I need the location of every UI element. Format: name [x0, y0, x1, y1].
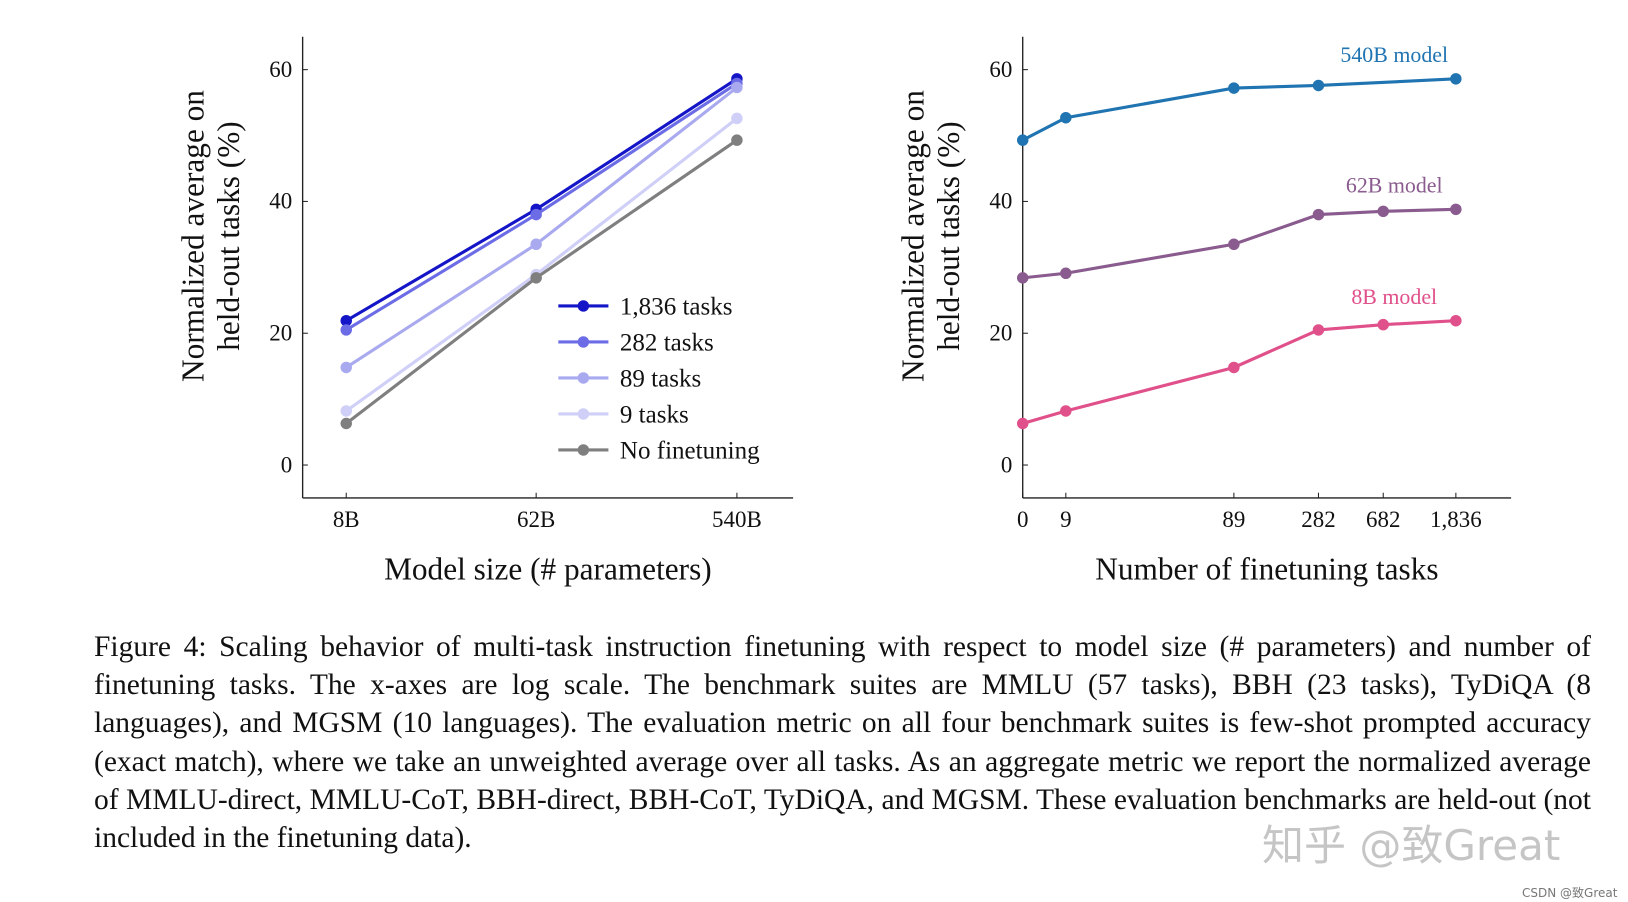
series-line: [345, 86, 738, 369]
y-tick-label: 60: [989, 57, 1012, 82]
series-label: 62B model: [1346, 173, 1443, 198]
legend-marker: [577, 444, 590, 456]
data-point: [340, 405, 352, 417]
series-line: [1022, 207, 1456, 280]
x-tick-label: 9: [1060, 507, 1071, 532]
series-line: [1022, 319, 1456, 426]
y-tick-label: 20: [269, 321, 292, 346]
legend-marker: [577, 300, 590, 312]
series-label: 8B model: [1351, 284, 1437, 309]
data-point: [1377, 318, 1389, 331]
data-point: [340, 417, 352, 430]
y-tick-label: 60: [269, 57, 292, 82]
y-axis-label: Normalized average on: [896, 90, 931, 382]
y-axis-label: held-out tasks (%): [211, 121, 246, 350]
x-tick-label: 540B: [712, 507, 762, 532]
data-point: [340, 314, 352, 327]
x-axis-label: Model size (# parameters): [384, 551, 712, 586]
data-point: [1450, 314, 1462, 327]
legend-label: 9 tasks: [620, 401, 689, 428]
data-point: [1450, 203, 1462, 216]
legend-label: 89 tasks: [620, 365, 701, 392]
y-tick-label: 0: [281, 452, 292, 477]
data-point: [1060, 405, 1072, 417]
data-point: [1016, 134, 1029, 146]
series-line: [345, 77, 738, 323]
y-axis-label: Normalized average on: [175, 90, 210, 382]
data-point: [1377, 205, 1389, 218]
data-point: [1312, 208, 1325, 221]
data-point: [1228, 82, 1240, 94]
watermark: CSDN @致Great: [1522, 886, 1618, 900]
series-label: 540B model: [1340, 42, 1448, 67]
x-tick-label: 1,836: [1430, 507, 1482, 532]
data-point: [1016, 417, 1029, 430]
y-tick-label: 0: [1001, 452, 1012, 477]
data-point: [530, 208, 542, 221]
data-point: [731, 112, 743, 125]
legend-label: 282 tasks: [620, 329, 714, 356]
data-point: [530, 272, 542, 284]
x-tick-label: 8B: [333, 507, 360, 532]
data-point: [1450, 73, 1462, 85]
legend-marker: [577, 372, 590, 384]
data-point: [731, 81, 743, 94]
data-point: [1060, 267, 1072, 279]
data-point: [1228, 238, 1240, 251]
legend-marker: [577, 336, 590, 348]
legend-label: 1,836 tasks: [620, 293, 733, 320]
y-tick-label: 20: [989, 321, 1012, 346]
data-point: [1228, 361, 1240, 374]
data-point: [1060, 112, 1072, 124]
x-tick-label: 682: [1366, 507, 1400, 532]
data-point: [530, 238, 542, 251]
data-point: [340, 361, 352, 374]
y-axis-label: held-out tasks (%): [931, 121, 966, 350]
data-point: [1016, 272, 1029, 284]
x-tick-label: 282: [1301, 507, 1335, 532]
watermark: 知乎 @致Great: [1262, 821, 1561, 870]
x-tick-label: 62B: [517, 507, 555, 532]
x-tick-label: 89: [1222, 507, 1245, 532]
legend-marker: [577, 408, 590, 420]
data-point: [1312, 324, 1325, 336]
data-point: [340, 324, 352, 336]
y-tick-label: 40: [989, 189, 1012, 214]
data-point: [731, 134, 743, 146]
data-point: [1312, 79, 1325, 92]
x-tick-label: 0: [1017, 507, 1028, 532]
legend-label: No finetuning: [620, 437, 760, 464]
caption: Figure 4: Scaling behavior of multi-task…: [94, 631, 1591, 855]
y-tick-label: 40: [269, 189, 292, 214]
x-axis-label: Number of finetuning tasks: [1095, 551, 1438, 586]
